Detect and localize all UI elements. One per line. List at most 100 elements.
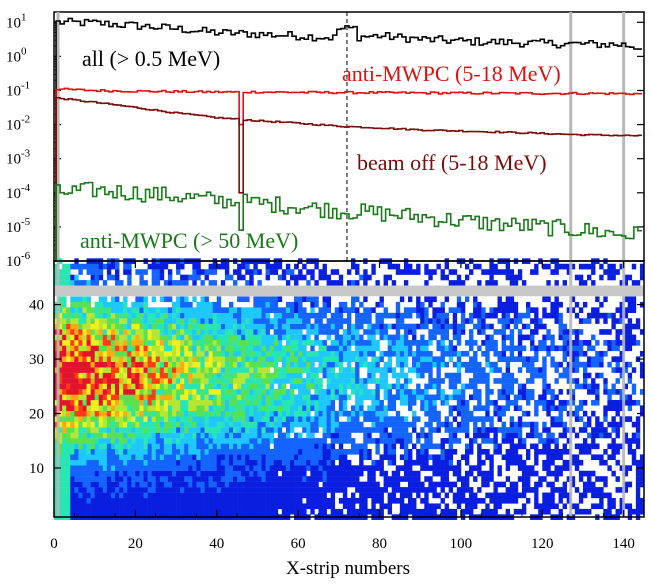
heatmap-cell [424,508,429,515]
heatmap-cell [135,492,140,499]
heatmap-cell [408,345,413,352]
heatmap-cell [444,503,449,510]
heatmap-cell [196,334,201,341]
heatmap-cell [155,492,161,499]
heatmap-cell [224,269,230,275]
heatmap-cell [424,476,429,482]
heatmap-cell [196,487,201,493]
heatmap-cell [464,405,470,412]
heatmap-cell [501,307,506,313]
heatmap-cell [460,329,466,335]
heatmap-cell [375,323,380,330]
heatmap-cell [408,448,413,455]
heatmap-cell [412,340,417,346]
heatmap-cell [290,383,295,390]
heatmap-cell [176,312,181,319]
heatmap-cell [257,448,262,455]
heatmap-cell [509,389,515,395]
heatmap-cell [338,301,344,308]
heatmap-cell [399,454,405,461]
heatmap-cell [155,427,161,433]
heatmap-cell [334,427,340,433]
heatmap-cell [285,345,291,352]
heatmap-cell [428,443,433,450]
heatmap-cell [294,492,299,499]
heatmap-cell [452,350,458,357]
heatmap-cell [489,307,494,313]
heatmap-cell [298,296,303,303]
heatmap-cell [428,269,433,275]
heatmap-cell [94,274,100,281]
heatmap-cell [265,497,270,504]
heatmap-cell [493,329,498,335]
heatmap-cell [163,356,169,363]
heatmap-cell [310,372,315,379]
heatmap-cell [302,459,307,466]
heatmap-cell [436,503,441,510]
heatmap-cell [607,263,612,270]
heatmap-cell [245,405,250,412]
heatmap-cell [281,345,287,352]
heatmap-cell [408,323,413,330]
heatmap-cell [383,448,388,455]
heatmap-cell [90,405,95,412]
heatmap-cell [440,345,445,352]
heatmap-cell [322,356,327,363]
heatmap-cell [342,356,348,363]
heatmap-cell [204,399,209,406]
heatmap-cell [163,454,169,461]
heatmap-cell [285,470,291,477]
heatmap-cell [82,416,87,422]
heatmap-cell [391,432,397,439]
heatmap-cell [452,323,458,330]
heatmap-cell [123,497,128,504]
heatmap-cell [387,432,393,439]
heatmap-cell [338,350,344,357]
heatmap-cell [192,389,197,395]
heatmap-cell [167,269,173,275]
heatmap-cell [285,410,291,417]
spectrum-series [55,17,642,261]
heatmap-cell [322,454,327,461]
heatmap-cell [212,345,218,352]
heatmap-cell [456,356,462,363]
heatmap-cell [505,345,511,352]
heatmap-cell [90,312,95,319]
heatmap-cell [501,410,506,417]
heatmap-cell [245,389,250,395]
heatmap-cell [176,378,181,384]
heatmap-cell [493,443,498,450]
heatmap-cell [521,476,527,482]
heatmap-cell [582,487,588,493]
heatmap-cell [306,356,311,363]
heatmap-cell [432,323,437,330]
heatmap-cell [420,323,425,330]
heatmap-cell [290,345,295,352]
heatmap-cell [424,296,429,303]
heatmap-cell [265,438,270,444]
heatmap-cell [233,427,238,433]
heatmap-cell [591,269,596,275]
heatmap-cell [159,416,165,422]
heatmap-cell [106,448,112,455]
heatmap-cell [253,503,258,510]
heatmap-cell [106,503,112,510]
heatmap-cell [86,372,91,379]
heatmap-cell [371,378,376,384]
heatmap-cell [155,318,161,324]
heatmap-cell [298,345,303,352]
heatmap-cell [521,481,527,488]
heatmap-cell [526,334,531,341]
heatmap-cell [74,481,79,488]
heatmap-cell [546,432,551,439]
heatmap-cell [501,301,506,308]
heatmap-cell [119,481,124,488]
heatmap-cell [591,399,596,406]
heatmap-cell [115,312,120,319]
heatmap-cell [66,334,71,341]
heatmap-cell [135,470,140,477]
heatmap-cell [326,443,331,450]
heatmap-cell [94,438,100,444]
heatmap-cell [159,307,165,313]
heatmap-cell [534,399,539,406]
